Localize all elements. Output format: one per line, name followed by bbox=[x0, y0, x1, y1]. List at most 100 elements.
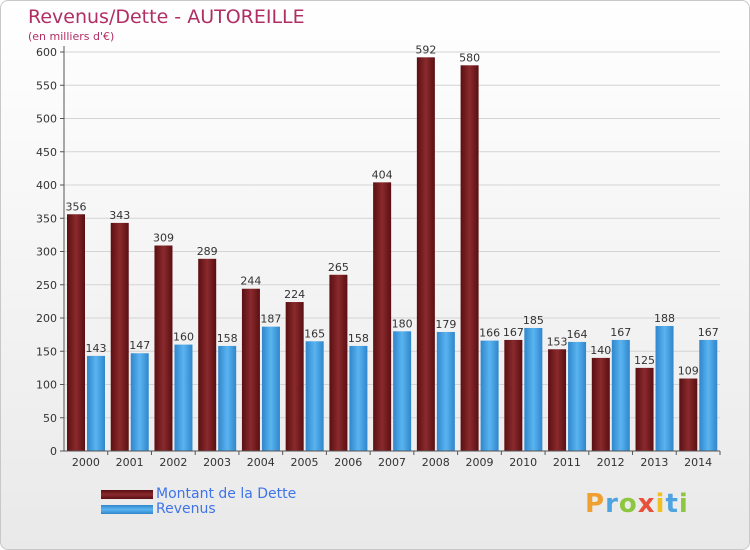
bar-debt bbox=[591, 357, 610, 451]
logo-letter: i bbox=[655, 489, 666, 519]
bar-revenue bbox=[568, 341, 587, 451]
bar-debt bbox=[635, 367, 654, 451]
x-tick-label: 2005 bbox=[291, 456, 319, 469]
value-label-debt: 580 bbox=[459, 51, 480, 64]
bars bbox=[67, 57, 718, 452]
value-label-revenue: 185 bbox=[523, 314, 544, 327]
value-label-revenue: 158 bbox=[348, 332, 369, 345]
value-label-revenue: 167 bbox=[698, 326, 719, 339]
value-label-revenue: 179 bbox=[435, 318, 456, 331]
axes: 0 50 100 150 200 250 300 350 400 450 500 550 600 2000… bbox=[36, 46, 721, 469]
y-tick-label: 350 bbox=[36, 212, 57, 225]
value-label-debt: 244 bbox=[240, 275, 261, 288]
logo-letter: r bbox=[605, 489, 619, 519]
x-tick-label: 2003 bbox=[203, 456, 231, 469]
y-tick-label: 300 bbox=[36, 246, 57, 259]
gridlines bbox=[64, 51, 720, 419]
bar-revenue bbox=[174, 344, 193, 451]
chart-subtitle: (en milliers d'€) bbox=[28, 30, 115, 43]
legend-label-revenue: Revenus bbox=[156, 501, 216, 517]
value-label-debt: 289 bbox=[197, 245, 218, 258]
y-tick-label: 150 bbox=[36, 345, 57, 358]
bar-debt bbox=[460, 65, 479, 452]
bar-revenue bbox=[349, 345, 368, 451]
legend-swatch-revenue bbox=[101, 505, 153, 514]
bar-revenue bbox=[305, 341, 324, 451]
value-label-revenue: 166 bbox=[479, 327, 500, 340]
value-label-revenue: 158 bbox=[217, 332, 238, 345]
x-tick-label: 2014 bbox=[684, 456, 712, 469]
logo-letter: o bbox=[618, 489, 638, 519]
bar-revenue bbox=[436, 331, 455, 451]
x-tick-label: 2002 bbox=[159, 456, 187, 469]
value-label-revenue: 164 bbox=[567, 328, 588, 341]
value-label-debt: 109 bbox=[678, 365, 699, 378]
value-label-revenue: 160 bbox=[173, 331, 194, 344]
bar-revenue bbox=[480, 340, 499, 451]
bar-revenue bbox=[218, 345, 237, 451]
value-label-revenue: 165 bbox=[304, 327, 325, 340]
value-label-debt: 153 bbox=[547, 335, 568, 348]
x-tick-label: 2011 bbox=[553, 456, 581, 469]
x-tick-label: 2001 bbox=[116, 456, 144, 469]
bar-debt bbox=[154, 245, 173, 451]
value-label-revenue: 147 bbox=[129, 339, 150, 352]
bar-debt bbox=[110, 222, 129, 451]
bar-debt bbox=[67, 214, 85, 451]
legend-label-debt: Montant de la Dette bbox=[156, 486, 297, 502]
bar-debt bbox=[373, 182, 392, 451]
logo-letter: i bbox=[678, 489, 689, 519]
value-label-debt: 356 bbox=[66, 200, 87, 213]
bar-debt bbox=[504, 339, 523, 451]
value-label-debt: 592 bbox=[415, 43, 436, 56]
x-tick-label: 2006 bbox=[334, 456, 362, 469]
y-tick-label: 550 bbox=[36, 79, 57, 92]
value-label-revenue: 167 bbox=[610, 326, 631, 339]
legend-swatch-debt bbox=[101, 490, 153, 499]
bar-revenue bbox=[393, 331, 412, 451]
y-tick-label: 450 bbox=[36, 146, 57, 159]
x-tick-label: 2007 bbox=[378, 456, 406, 469]
value-label-revenue: 180 bbox=[392, 317, 413, 330]
value-label-debt: 140 bbox=[590, 344, 611, 357]
y-tick-label: 250 bbox=[36, 279, 57, 292]
y-tick-label: 0 bbox=[50, 445, 57, 458]
logo-letter: x bbox=[637, 489, 656, 519]
bar-revenue bbox=[261, 326, 280, 451]
value-label-revenue: 143 bbox=[86, 342, 107, 355]
x-tick-label: 2004 bbox=[247, 456, 275, 469]
y-tick-label: 400 bbox=[36, 179, 57, 192]
value-label-debt: 224 bbox=[284, 288, 305, 301]
bar-debt bbox=[285, 302, 304, 451]
y-tick-label: 600 bbox=[36, 46, 57, 59]
value-label-revenue: 188 bbox=[654, 312, 675, 325]
y-tick-label: 50 bbox=[43, 412, 57, 425]
bar-debt bbox=[548, 349, 567, 451]
value-label-debt: 343 bbox=[109, 209, 130, 222]
value-label-debt: 265 bbox=[328, 261, 349, 274]
bar-revenue bbox=[524, 327, 543, 451]
y-tick-label: 100 bbox=[36, 379, 57, 392]
y-tick-label: 500 bbox=[36, 113, 57, 126]
bar-debt bbox=[329, 274, 348, 451]
bar-revenue bbox=[699, 339, 718, 451]
x-tick-label: 2009 bbox=[465, 456, 493, 469]
bar-revenue bbox=[655, 325, 674, 451]
bar-debt bbox=[416, 57, 435, 451]
bar-revenue bbox=[611, 339, 630, 451]
y-tick-label: 200 bbox=[36, 312, 57, 325]
x-tick-label: 2008 bbox=[422, 456, 450, 469]
x-tick-label: 2000 bbox=[72, 456, 100, 469]
bar-debt bbox=[679, 378, 698, 451]
bar-revenue bbox=[130, 353, 149, 451]
value-label-revenue: 187 bbox=[260, 313, 281, 326]
value-label-debt: 167 bbox=[503, 326, 524, 339]
x-tick-label: 2012 bbox=[597, 456, 625, 469]
chart-title: Revenus/Dette - AUTOREILLE bbox=[28, 6, 305, 28]
value-label-debt: 125 bbox=[634, 354, 655, 367]
value-label-debt: 309 bbox=[153, 232, 174, 245]
logo-letter: P bbox=[585, 489, 606, 519]
